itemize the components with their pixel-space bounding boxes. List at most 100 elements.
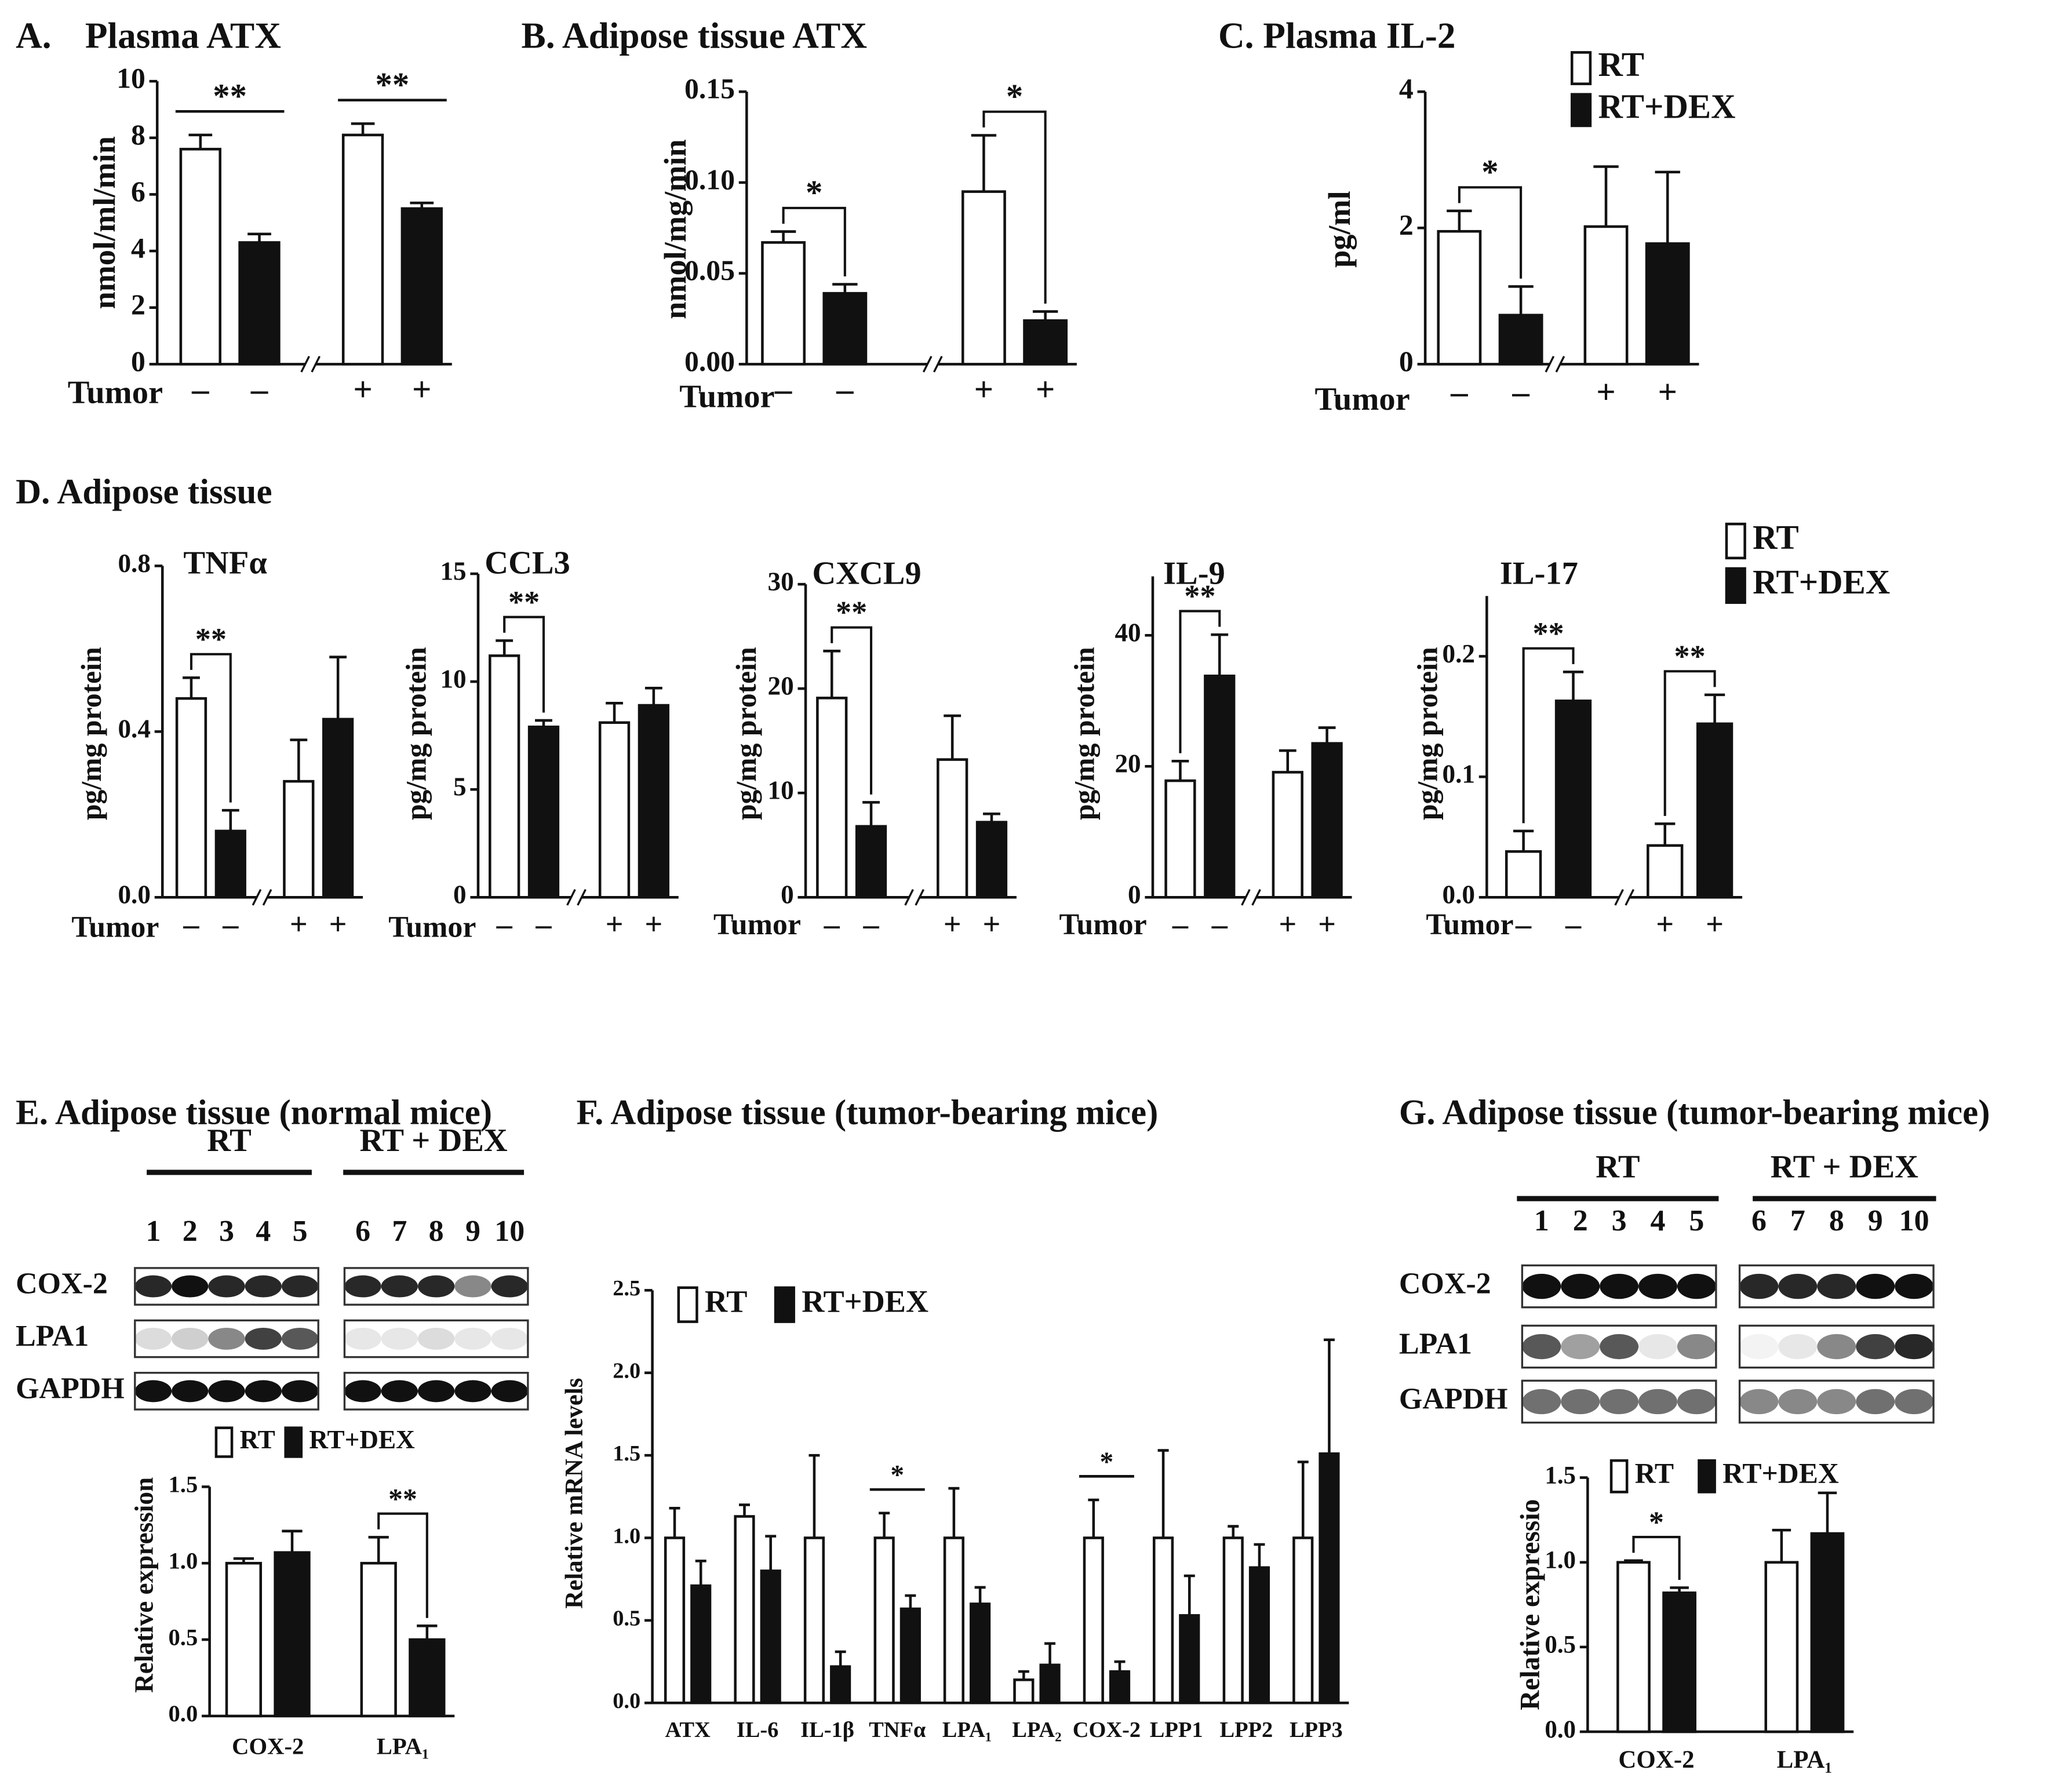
x-tick-label: LPA₂ (1012, 1718, 1061, 1742)
y-tick-label: 0.0 (1443, 880, 1475, 909)
axis-break (1251, 888, 1261, 906)
band (1600, 1389, 1639, 1415)
x-tick-label: – (1512, 373, 1529, 411)
bar (690, 1584, 712, 1704)
bar (179, 148, 221, 366)
x-tick-label: – (1211, 907, 1228, 942)
significance-label: ** (1184, 579, 1215, 614)
y-tick-label: 0 (131, 345, 145, 377)
bar (214, 829, 246, 899)
band (1522, 1389, 1561, 1415)
y-tick-label: 10 (440, 664, 466, 693)
legend-label: RT+DEX (1753, 563, 1890, 601)
bar (409, 1638, 446, 1718)
y-axis-label: pg/mg protein (400, 647, 432, 820)
bar (855, 825, 887, 899)
y-tick-label: 0.2 (1443, 639, 1475, 668)
y-tick-label: 0.0 (1545, 1716, 1576, 1743)
x-tick-label: IL-1β (800, 1718, 854, 1742)
band (208, 1275, 245, 1298)
bar (489, 654, 520, 899)
x-tick-label: – (183, 907, 199, 942)
x-tick-label: + (353, 371, 372, 409)
band (1677, 1389, 1716, 1415)
band (281, 1380, 319, 1403)
y-tick-label: 0 (781, 880, 794, 909)
x-axis-label: Tumor (68, 375, 163, 411)
axis-break (262, 888, 272, 906)
blot-frame (1738, 1264, 1935, 1309)
bar (761, 241, 806, 366)
band (491, 1327, 528, 1350)
bar (400, 207, 443, 366)
blot-frame (1521, 1264, 1717, 1309)
x-tick-label: LPP2 (1219, 1718, 1273, 1742)
blot-frame (1521, 1324, 1717, 1369)
bar (1696, 722, 1733, 899)
significance-bracket (1522, 647, 1575, 824)
group-label: RT (1596, 1149, 1640, 1185)
bar (1647, 844, 1684, 899)
axis-break (566, 888, 576, 906)
bar (961, 190, 1006, 366)
bar (274, 1551, 311, 1718)
chart-title: CXCL9 (812, 555, 921, 591)
bar (1498, 314, 1543, 366)
x-tick-label: + (1656, 907, 1674, 942)
band (134, 1327, 172, 1350)
x-tick-label: + (983, 907, 1001, 942)
significance-label: ** (213, 77, 247, 115)
bar (734, 1515, 755, 1704)
significance-bracket (982, 110, 1047, 304)
x-tick-label: – (1515, 907, 1532, 942)
x-tick-label: – (824, 907, 840, 942)
lane-label: 7 (392, 1215, 407, 1248)
axis-break (300, 356, 310, 373)
significance-label: * (890, 1460, 904, 1491)
y-axis-label: Relative mRNA levels (560, 1378, 588, 1609)
x-tick-label: COX-2 (1073, 1718, 1141, 1742)
y-tick-label: 2.0 (613, 1359, 640, 1383)
blot-frame (1738, 1324, 1935, 1369)
y-axis-label: nmol/ml/min (87, 136, 122, 309)
blot-frame (1738, 1379, 1935, 1424)
y-axis-label: pg/mg protein (1412, 647, 1444, 820)
y-axis-label: Relative expression (130, 1477, 159, 1693)
y-tick-label: 1.0 (613, 1524, 640, 1548)
band (281, 1275, 319, 1298)
bar (816, 697, 848, 899)
legend-label: RT (705, 1284, 747, 1319)
x-tick-label: – (862, 907, 879, 942)
band (1856, 1389, 1895, 1415)
bar (975, 821, 1008, 899)
band (1817, 1273, 1856, 1299)
y-tick-label: 0.4 (118, 715, 150, 744)
row-label: GAPDH (1399, 1382, 1508, 1415)
x-tick-label: + (329, 907, 347, 942)
bar (1437, 230, 1482, 366)
legend-swatch (1698, 1459, 1716, 1494)
bar (1222, 1536, 1244, 1704)
axis-break (1555, 356, 1565, 373)
x-tick-label: LPA₁ (1777, 1746, 1833, 1773)
y-tick-label: 6 (131, 176, 145, 207)
band (1895, 1273, 1934, 1299)
panel-label: A. (16, 15, 52, 56)
bar (322, 717, 354, 899)
significance-label: ** (508, 585, 540, 620)
y-tick-label: 8 (131, 119, 145, 151)
bar (598, 721, 631, 899)
x-tick-label: + (1318, 907, 1336, 942)
y-tick-label: 20 (767, 672, 793, 701)
band (134, 1275, 172, 1298)
bar (1583, 225, 1629, 366)
bar (1164, 779, 1196, 899)
bar (937, 758, 968, 899)
significance-bracket (1179, 610, 1221, 753)
bar (830, 1665, 851, 1704)
lane-label: 4 (256, 1215, 271, 1248)
bar (1179, 1614, 1200, 1704)
lane-label: 10 (494, 1215, 525, 1248)
band (1817, 1334, 1856, 1360)
band (1638, 1389, 1677, 1415)
